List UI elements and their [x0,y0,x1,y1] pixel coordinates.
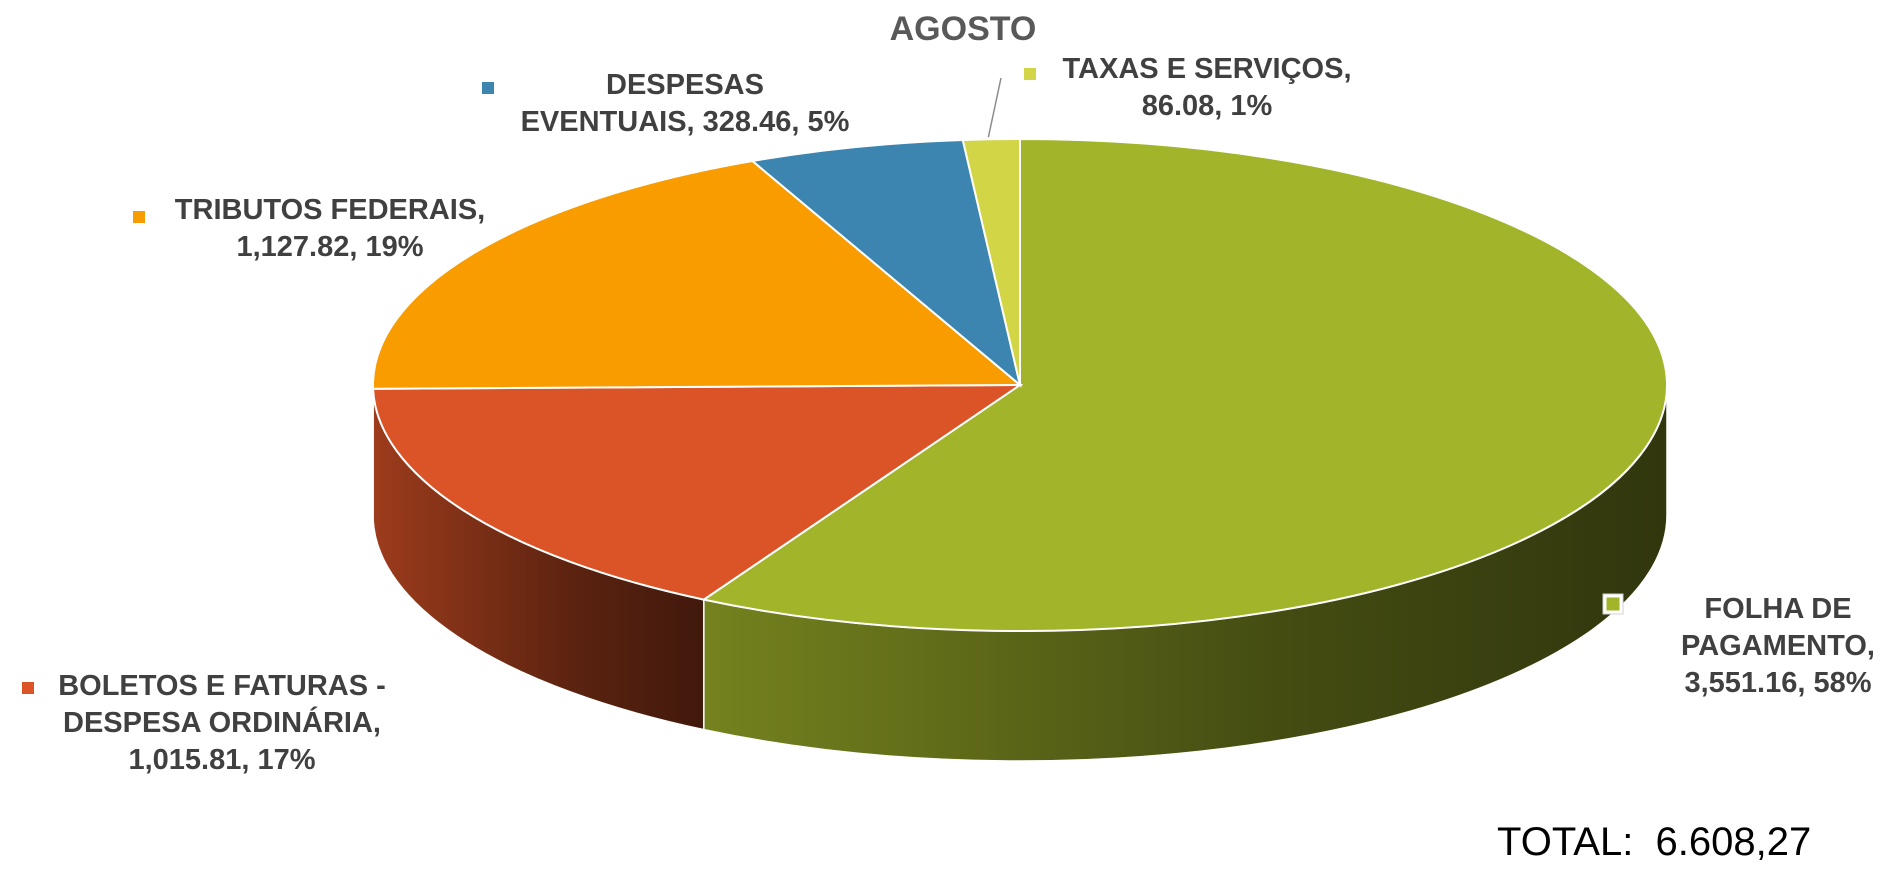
data-label-taxas-e-servicos: TAXAS E SERVIÇOS, 86.08, 1% [1024,53,1352,122]
legend-key-boletos-e-faturas-despesa-ordinaria [22,682,34,694]
data-label-despesas-eventuais: DESPESAS EVENTUAIS, 328.46, 5% [482,69,850,138]
data-label-boletos-e-faturas-despesa-ordinaria: BOLETOS E FATURAS -DESPESA ORDINÁRIA, 1,0… [22,670,386,776]
data-label-line: 86.08, 1% [1142,90,1273,122]
slice-despesas-eventuais [750,138,1022,388]
slice-boletos-e-faturas-despesa-ordinaria [372,383,1024,601]
data-label-line: 1,127.82, 19% [236,231,423,263]
legend-key-tributos-federais [133,211,145,223]
data-label-line: EVENTUAIS, 328.46, 5% [521,106,850,138]
data-label-line: 1,015.81, 17% [128,744,315,776]
leader-line [987,77,1002,138]
chart-title: AGOSTO [890,10,1037,48]
slice-folha-de-pagamento [701,137,1668,632]
data-label-tributos-federais: TRIBUTOS FEDERAIS, 1,127.82, 19% [133,194,485,263]
legend-key-despesas-eventuais [482,82,494,94]
data-label-line: TRIBUTOS FEDERAIS, [175,194,485,226]
slice-taxas-e-servicos [961,137,1021,386]
data-label-line: BOLETOS E FATURAS - [58,670,386,702]
legend-key-folha-de-pagamento [1603,594,1623,614]
data-label-line: PAGAMENTO, [1681,630,1875,662]
data-label-line: DESPESA ORDINÁRIA, [63,705,381,739]
data-label-line: 3,551.16, 58% [1684,667,1871,699]
data-label-line: DESPESAS [606,69,764,101]
data-label-line: TAXAS E SERVIÇOS, [1063,53,1352,85]
data-label-line: FOLHA DE [1704,593,1851,625]
legend-key-taxas-e-servicos [1024,68,1036,80]
data-label-folha-de-pagamento: FOLHA DE PAGAMENTO, 3,551.16, 58% [1602,593,1875,699]
slice-tributos-federais [372,159,1023,390]
total-label: TOTAL: 6.608,27 [1497,820,1812,864]
